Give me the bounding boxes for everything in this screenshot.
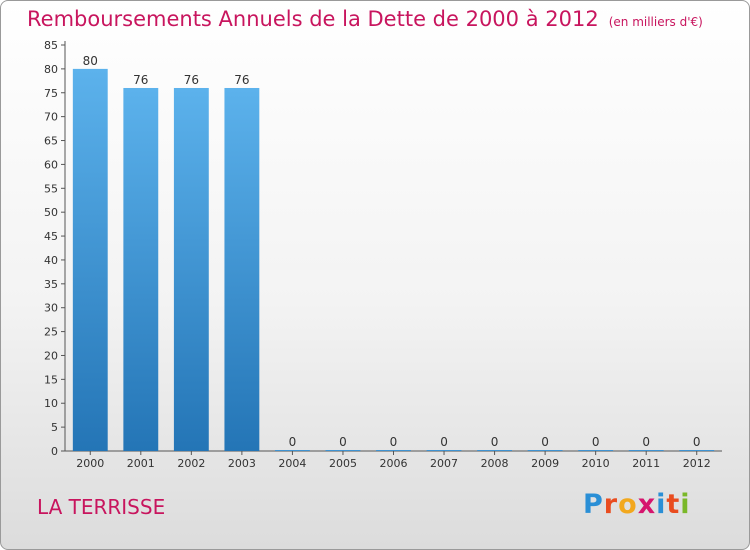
- logo-letter: P: [583, 489, 604, 520]
- y-tick-label: 30: [44, 302, 58, 315]
- bar: [376, 450, 411, 451]
- x-tick-label: 2004: [278, 457, 306, 470]
- x-tick-label: 2008: [481, 457, 509, 470]
- y-tick-label: 70: [44, 111, 58, 124]
- bar: [224, 87, 260, 452]
- logo-letter: o: [618, 489, 638, 520]
- bar: [679, 450, 715, 451]
- bar-value-label: 0: [289, 435, 297, 449]
- commune-name: LA TERRISSE: [37, 495, 166, 519]
- bar-value-label: 0: [541, 435, 549, 449]
- bar-value-label: 80: [83, 54, 98, 68]
- logo-letter: x: [637, 489, 657, 520]
- proxiti-logo: Proxiti: [583, 489, 691, 520]
- y-tick-label: 65: [44, 135, 58, 148]
- logo-letter: i: [680, 489, 691, 520]
- y-tick-label: 15: [44, 373, 58, 386]
- bar-value-label: 0: [390, 435, 398, 449]
- x-tick-label: 2000: [76, 457, 104, 470]
- bar: [274, 450, 310, 451]
- y-tick-label: 5: [51, 421, 58, 434]
- logo-letter: r: [603, 489, 619, 520]
- bar: [173, 87, 209, 452]
- bar-value-label: 0: [642, 435, 650, 449]
- y-tick-label: 60: [44, 158, 58, 171]
- x-tick-label: 2006: [380, 457, 408, 470]
- x-tick-label: 2010: [582, 457, 610, 470]
- x-axis: 2000 2001 2002 2003 2004 2005 2006 2007 2008 2009…: [65, 450, 722, 470]
- x-tick-label: 2007: [430, 457, 458, 470]
- y-tick-label: 20: [44, 349, 58, 362]
- bar: [628, 450, 664, 451]
- logo-letter: i: [656, 489, 667, 520]
- bar-value-label: 0: [592, 435, 600, 449]
- x-tick-label: 2012: [683, 457, 711, 470]
- y-tick-label: 80: [44, 63, 58, 76]
- bar: [477, 450, 513, 451]
- y-axis: 0 5 10 15 20 25 30 35 40 45 50 55 60 65 70 75 80 85: [44, 39, 66, 458]
- bar-value-label: 0: [339, 435, 347, 449]
- y-tick-label: 40: [44, 254, 58, 267]
- bar-value-label: 0: [491, 435, 499, 449]
- y-tick-label: 50: [44, 206, 58, 219]
- bar-series: 80 76 76 76 0 0 0 0 0 0 0 0 0: [72, 54, 715, 452]
- x-tick-label: 2001: [127, 457, 155, 470]
- x-tick-label: 2002: [177, 457, 205, 470]
- y-tick-label: 55: [44, 182, 58, 195]
- bar-value-label: 76: [234, 73, 249, 87]
- chart-title: Remboursements Annuels de la Dette de 20…: [27, 7, 599, 31]
- bar: [123, 87, 159, 452]
- y-tick-label: 45: [44, 230, 58, 243]
- bar: [527, 450, 563, 451]
- y-tick-label: 75: [44, 87, 58, 100]
- y-tick-label: 35: [44, 278, 58, 291]
- y-tick-label: 85: [44, 39, 58, 52]
- chart-subtitle: (en milliers d'€): [608, 15, 703, 29]
- y-tick-label: 0: [51, 445, 58, 458]
- x-tick-label: 2005: [329, 457, 357, 470]
- x-tick-label: 2003: [228, 457, 256, 470]
- logo-letter: t: [666, 489, 681, 520]
- y-tick-label: 25: [44, 326, 58, 339]
- bar: [426, 450, 462, 451]
- bar-value-label: 76: [133, 73, 148, 87]
- bar-value-label: 0: [440, 435, 448, 449]
- x-tick-label: 2009: [531, 457, 559, 470]
- bar: [578, 450, 614, 451]
- bar: [72, 68, 108, 451]
- bar-value-label: 76: [184, 73, 199, 87]
- y-tick-label: 10: [44, 397, 58, 410]
- bar: [325, 450, 361, 451]
- bar-value-label: 0: [693, 435, 701, 449]
- chart-title-block: Remboursements Annuels de la Dette de 20…: [27, 7, 703, 31]
- x-tick-label: 2011: [632, 457, 660, 470]
